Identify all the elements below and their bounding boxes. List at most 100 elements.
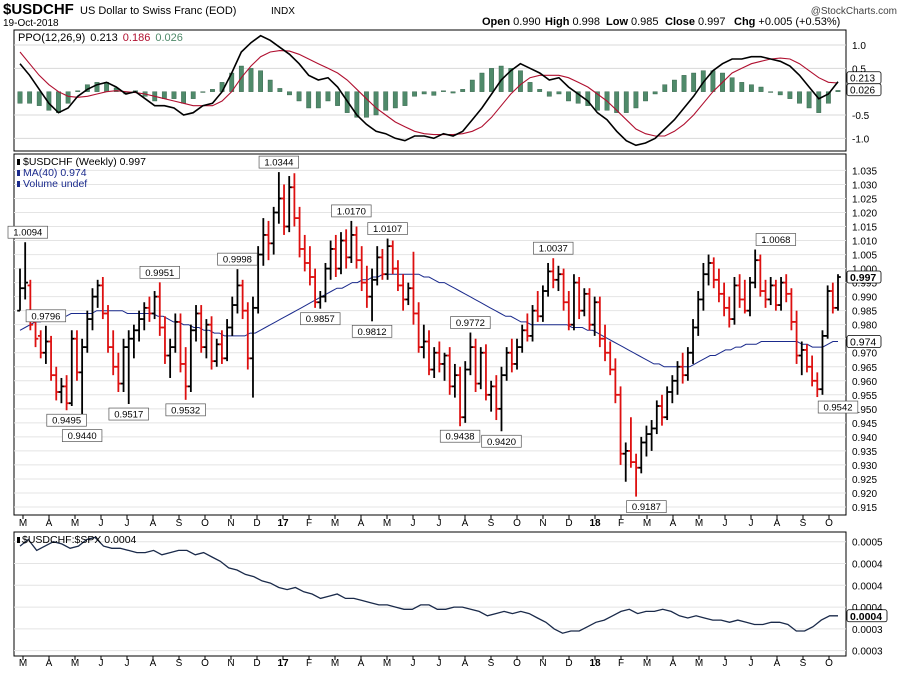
ppo-histogram-bar <box>17 91 23 104</box>
x-tick-label: M <box>71 518 79 529</box>
ohlc-bar <box>379 248 386 280</box>
x-tick-label: J <box>125 658 130 669</box>
price-tick-label: 1.030 <box>852 180 877 191</box>
ppo-histogram-bar <box>691 72 697 92</box>
price-annotation-label: 0.9998 <box>223 255 252 266</box>
price-tick-label: 0.970 <box>852 349 877 360</box>
ppo-histogram-bar <box>161 91 167 99</box>
price-annotation-box <box>61 429 103 443</box>
ohlc-bar <box>674 361 681 395</box>
ppo-histogram-bar <box>681 75 687 92</box>
x-tick-label: J <box>437 658 442 669</box>
price-annotation-box <box>367 222 408 235</box>
ohlc-bar <box>633 453 639 497</box>
x-tick-label: A <box>46 518 53 529</box>
ohlc-bar <box>208 316 215 370</box>
ohlc-bar <box>120 338 127 392</box>
ohlc-bar <box>167 338 173 378</box>
x-tick-label: J <box>723 518 728 529</box>
price-legend-item: $USDCHF (Weekly) 0.997 <box>17 156 146 168</box>
ohlc-bar <box>648 420 655 451</box>
ohlc-high: High 0.998 <box>545 16 600 28</box>
ohlc-bar <box>177 313 184 373</box>
price-tick-label: 0.980 <box>852 321 877 332</box>
ohlc-bar <box>74 330 80 381</box>
ppo-histogram-bar <box>546 91 552 97</box>
price-tick-label: 1.010 <box>852 237 877 248</box>
ohlc-bar <box>798 341 805 376</box>
ppo-histogram-bar <box>556 91 562 95</box>
ppo-histogram-bar <box>739 82 745 92</box>
x-tick-label: D <box>253 658 260 669</box>
x-tick-label: D <box>253 518 260 529</box>
ohlc-bar <box>509 338 515 373</box>
ohlc-bar <box>151 291 158 320</box>
ohlc-bar <box>426 330 432 376</box>
ohlc-bar <box>405 282 412 306</box>
ohlc-bar <box>63 375 70 411</box>
ratio-panel-frame <box>13 531 847 657</box>
x-tick-label: N <box>227 518 234 529</box>
x-tick-label: O <box>201 518 209 529</box>
ohlc-bar <box>68 330 75 407</box>
price-last-value-box <box>846 270 882 284</box>
ohlc-bar <box>338 232 344 275</box>
price-tick-label: 1.000 <box>852 265 877 276</box>
ppo-histogram-bar <box>672 79 677 92</box>
price-tick-label: 1.020 <box>852 208 877 219</box>
price-tick-label: 1.005 <box>852 251 877 262</box>
price-tick-label: 1.025 <box>852 194 877 205</box>
x-tick-label: S <box>800 658 807 669</box>
ohlc-bar <box>136 310 142 342</box>
ohlc-bar <box>431 347 437 378</box>
ohlc-bar <box>276 172 282 224</box>
ohlc-bar <box>477 347 484 390</box>
ohlc-bar <box>415 302 422 353</box>
price-annotation-label: 0.9951 <box>145 268 174 279</box>
price-annotation-box <box>755 233 797 246</box>
ppo-histogram-bar <box>566 91 571 102</box>
ppo-histogram-bar <box>94 82 100 92</box>
ohlc-bar <box>27 279 34 331</box>
price-last-value: 0.997 <box>850 272 876 284</box>
ppo-histogram-bar <box>287 91 292 96</box>
ohlc-bar <box>767 277 774 306</box>
ohlc-bar <box>446 347 453 395</box>
ohlc-bar <box>695 291 702 336</box>
ppo-histogram-bar <box>816 91 822 113</box>
ohlc-bar <box>421 324 427 359</box>
x-tick-label: A <box>774 658 781 669</box>
price-annotation-label: 1.0107 <box>373 224 402 235</box>
price-annotation-label: 0.9796 <box>31 311 60 322</box>
x-tick-label: D <box>565 658 572 669</box>
ohlc-bar <box>115 352 122 392</box>
x-tick-label: M <box>71 658 79 669</box>
ohlc-bar <box>22 242 28 300</box>
ohlc-bar <box>229 296 236 336</box>
ppo-histogram-bar <box>267 79 273 92</box>
x-tick-label: M <box>383 658 391 669</box>
ppo-histogram-bar <box>729 77 735 92</box>
x-tick-label: M <box>19 518 27 529</box>
ohlc-label: Chg <box>734 16 755 28</box>
ppo-histogram-bar <box>758 86 764 92</box>
x-tick-label: A <box>462 658 469 669</box>
ohlc-bar <box>322 262 329 303</box>
ppo-histogram-bar <box>412 91 417 97</box>
legend-swatch <box>17 537 20 543</box>
ohlc-bar <box>286 176 293 233</box>
price-annotation-label: 0.9440 <box>68 431 97 442</box>
x-tick-label: N <box>539 658 546 669</box>
ohlc-bar <box>281 184 287 235</box>
x-tick-label: D <box>565 518 572 529</box>
ma40-line <box>19 273 838 368</box>
price-annotation-box <box>817 400 859 414</box>
ohlc-bar <box>576 277 582 320</box>
ppo-histogram-bar <box>441 90 446 92</box>
ohlc-bar <box>89 288 96 331</box>
ohlc-bar <box>348 220 355 263</box>
legend-swatch <box>17 170 20 176</box>
ohlc-label: Open <box>482 16 510 28</box>
ohlc-bar <box>514 338 520 370</box>
ohlc-bar <box>819 330 826 395</box>
